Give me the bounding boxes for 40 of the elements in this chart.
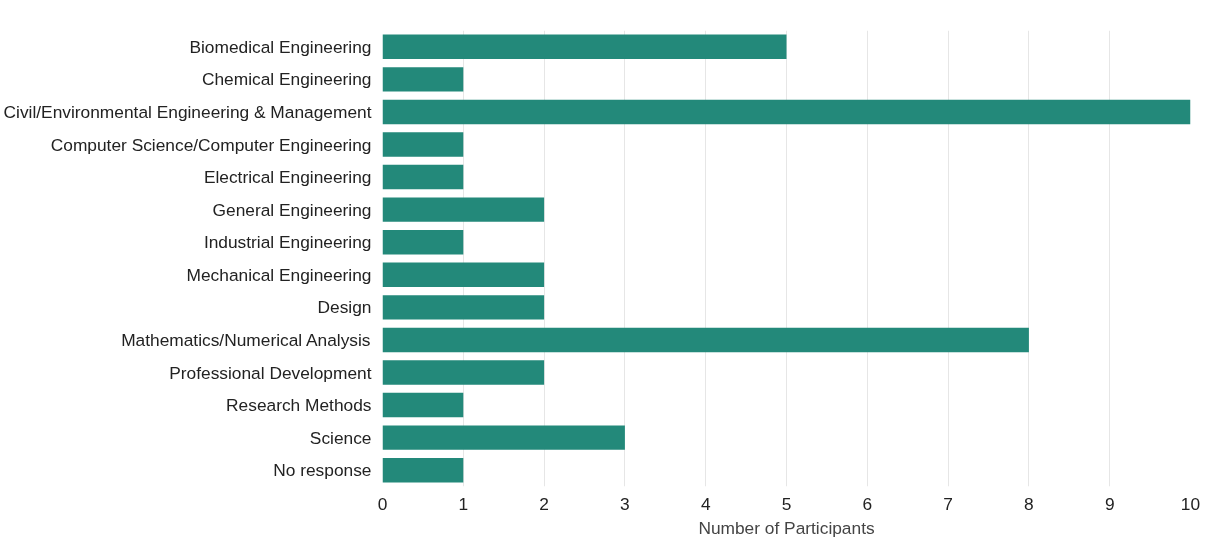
y-tick-label: Science xyxy=(309,427,372,448)
y-tick-label: Chemical Engineering xyxy=(201,69,372,90)
bar xyxy=(382,458,464,483)
x-tick-label: 10 xyxy=(1180,493,1201,514)
x-tick-label: 4 xyxy=(700,493,711,514)
x-tick-label: 9 xyxy=(1104,493,1115,514)
x-tick-label: 3 xyxy=(620,493,630,514)
y-tick-label: Research Methods xyxy=(226,395,372,416)
x-tick-label: 2 xyxy=(539,493,549,514)
x-tick-label: 0 xyxy=(377,493,388,514)
bar xyxy=(382,67,464,92)
x-tick-label: 1 xyxy=(458,493,469,514)
y-tick-label: Biomedical Engineering xyxy=(189,36,372,57)
bar xyxy=(382,132,464,157)
y-tick-label: Professional Development xyxy=(169,362,372,383)
bar xyxy=(382,295,545,320)
y-tick-label: Mathematics/Numerical Analysis xyxy=(121,329,371,350)
x-tick-label: 5 xyxy=(781,493,792,514)
bar xyxy=(382,34,787,59)
bar xyxy=(382,392,464,418)
x-axis-title: Number of Participants xyxy=(698,517,875,538)
bar xyxy=(382,99,1191,125)
bar xyxy=(382,164,464,190)
y-tick-label: General Engineering xyxy=(212,199,372,220)
bar xyxy=(382,197,545,222)
y-tick-label: Mechanical Engineering xyxy=(186,264,372,285)
bar xyxy=(382,425,625,450)
x-tick-label: 8 xyxy=(1024,493,1034,514)
y-tick-label: No response xyxy=(273,460,372,481)
x-tick-label: 7 xyxy=(943,493,953,514)
bar xyxy=(382,327,1029,353)
y-tick-label: Electrical Engineering xyxy=(203,167,372,188)
y-tick-label: Computer Science/Computer Engineering xyxy=(50,134,372,155)
y-tick-label: Design xyxy=(317,297,372,318)
bar xyxy=(382,360,545,385)
x-tick-label: 6 xyxy=(862,493,873,514)
bar xyxy=(382,230,464,255)
y-tick-label: Civil/Environmental Engineering & Management xyxy=(3,101,372,122)
y-tick-label: Industrial Engineering xyxy=(203,232,372,253)
bar xyxy=(382,262,545,287)
